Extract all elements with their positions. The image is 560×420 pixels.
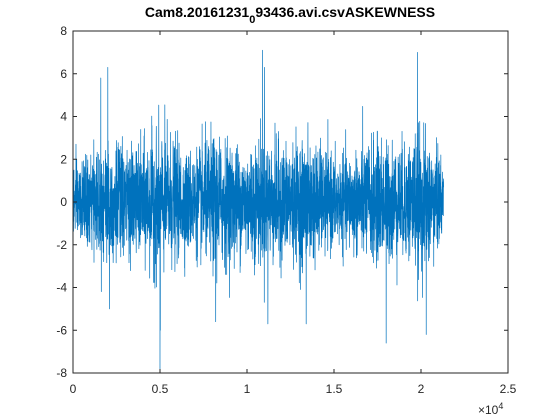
x-tick-label: 1.5 xyxy=(326,382,343,396)
y-tick-label: -6 xyxy=(56,323,67,337)
x-tick-label: 0 xyxy=(70,382,77,396)
y-tick-label: 6 xyxy=(60,67,67,81)
x-tick-label: 2.5 xyxy=(500,382,517,396)
chart-title: Cam8.20161231093436.avi.csvASKEWNESS xyxy=(145,4,435,26)
axes-box xyxy=(72,30,509,374)
x-exponent-label: ×104 xyxy=(478,401,503,417)
x-tick-label: 0.5 xyxy=(152,382,169,396)
chart-title-subscript: 0 xyxy=(249,14,255,26)
y-ticks: -8 -6 -4 -2 0 2 4 6 8 xyxy=(56,24,508,380)
x-tick-label: 1 xyxy=(244,382,251,396)
y-tick-label: -4 xyxy=(56,281,67,295)
y-tick-label: 4 xyxy=(60,110,67,124)
y-tick-label: -2 xyxy=(56,238,67,252)
y-tick-label: 8 xyxy=(60,24,67,38)
series-line xyxy=(72,49,444,370)
y-tick-label: 0 xyxy=(60,195,67,209)
series-layer xyxy=(72,49,444,370)
y-tick-label: 2 xyxy=(60,152,67,166)
x-tick-label: 2 xyxy=(418,382,425,396)
y-tick-label: -8 xyxy=(56,366,67,380)
